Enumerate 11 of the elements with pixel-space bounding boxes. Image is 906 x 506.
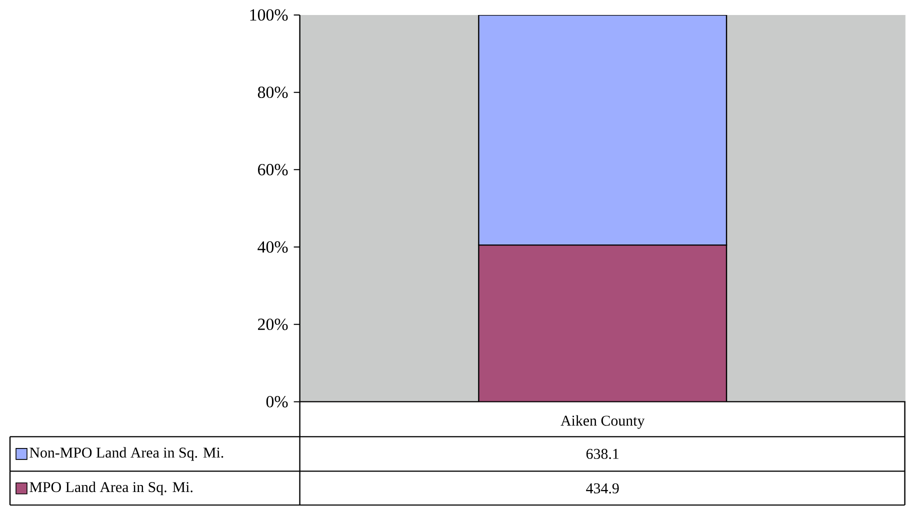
y-tick-label: 40% — [258, 241, 288, 253]
y-tick-label: 80% — [258, 86, 288, 98]
text: 434.9 — [586, 484, 619, 494]
legend-label: MPO Land Area in Sq. Mi. — [30, 482, 192, 496]
x-tick-label: Aiken County — [560, 415, 645, 429]
y-tick-label: 0% — [266, 396, 288, 408]
legend-label: Non-MPO Land Area in Sq. Mi. — [30, 447, 224, 461]
y-tick-label: 20% — [258, 318, 288, 330]
text: 638.1 — [586, 449, 619, 460]
y-tick-label: 60% — [258, 164, 288, 176]
y-tick-label: 100% — [250, 9, 288, 21]
